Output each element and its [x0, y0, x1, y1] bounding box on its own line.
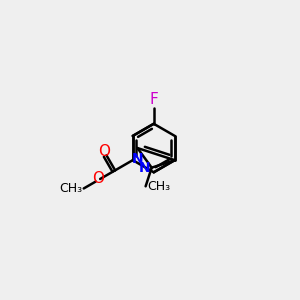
Text: N: N [139, 161, 151, 175]
Text: O: O [98, 144, 110, 159]
Text: F: F [149, 92, 158, 107]
Text: N: N [132, 152, 143, 166]
Text: O: O [92, 172, 104, 187]
Text: CH₃: CH₃ [59, 182, 83, 195]
Text: CH₃: CH₃ [148, 180, 171, 193]
